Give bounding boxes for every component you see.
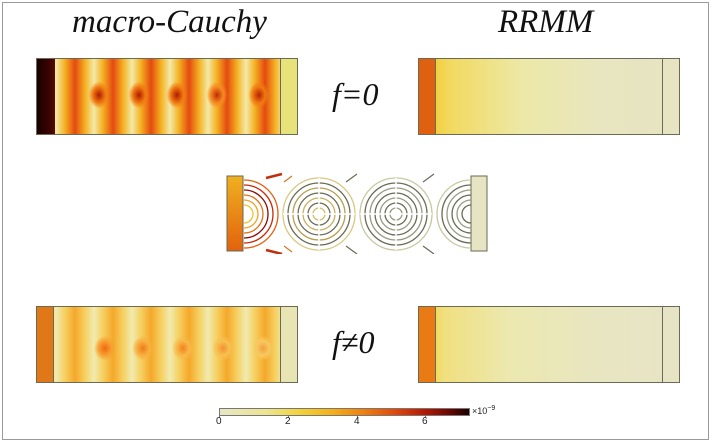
left-support <box>419 59 435 134</box>
unit-cell-1 <box>243 172 283 254</box>
colorbar-unit: ×10−9 <box>472 405 495 416</box>
title-macro-cauchy: macro-Cauchy <box>72 4 267 40</box>
right-support <box>281 307 297 382</box>
tick-mark <box>219 415 220 418</box>
title-rrmm: RRMM <box>498 4 594 40</box>
macro-cauchy-field-f0 <box>36 58 298 135</box>
left-support-edge <box>435 307 436 382</box>
tick-mark <box>357 415 358 418</box>
macro-cauchy-field-f-nonzero <box>36 306 298 383</box>
figure-frame <box>2 2 709 440</box>
left-support <box>37 307 53 382</box>
right-support-edge <box>280 307 281 382</box>
tick-mark <box>425 415 426 418</box>
microstructure-field <box>226 172 488 254</box>
rrmm-field-f-nonzero <box>418 306 680 383</box>
left-support <box>419 307 435 382</box>
right-support <box>470 175 488 252</box>
tick-mark <box>288 415 289 418</box>
colorbar <box>219 408 470 416</box>
unit-cell-3 <box>359 177 433 251</box>
unit-cell-4 <box>436 179 472 249</box>
label-f-nonzero: f≠0 <box>332 324 375 360</box>
right-support <box>281 59 297 134</box>
colorbar-tick-label: 6 <box>422 416 428 427</box>
unit-cell-2 <box>282 177 356 251</box>
colorbar-unit-base: ×10 <box>472 406 488 416</box>
right-support-edge <box>662 59 663 134</box>
right-support-edge <box>280 59 281 134</box>
left-support <box>37 59 55 134</box>
colorbar-tick-label: 2 <box>285 416 291 427</box>
colorbar-unit-exponent: −9 <box>487 405 496 412</box>
label-f0: f=0 <box>332 76 379 112</box>
colorbar-tick-label: 4 <box>354 416 360 427</box>
left-support <box>226 175 244 252</box>
right-support-edge <box>662 307 663 382</box>
left-support-edge <box>435 59 436 134</box>
left-support-edge <box>53 307 54 382</box>
rrmm-field-f0 <box>418 58 680 135</box>
colorbar-tick-label: 0 <box>216 416 222 427</box>
ligaments <box>283 173 435 254</box>
